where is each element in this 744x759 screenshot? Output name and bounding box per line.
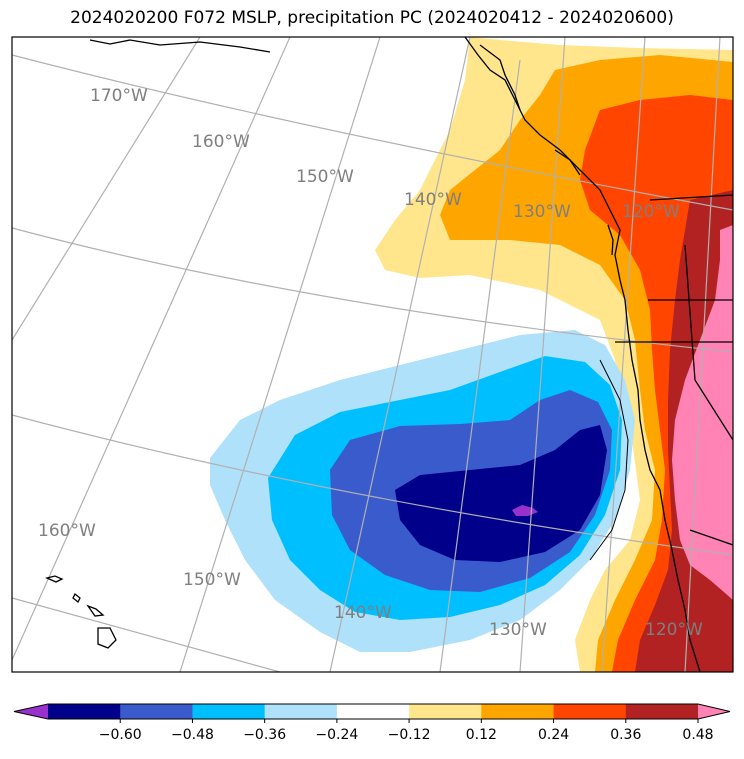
colorbar-tick-label: −0.24 [315,727,358,743]
lon-label-160w: 160°W [192,132,250,152]
map-plot-area: 170°W 160°W 150°W 140°W 130°W 120°W 160°… [12,37,733,672]
hawaii-islands [45,575,117,649]
lon-label-170w: 170°W [90,86,148,106]
colorbar-segment [120,704,193,719]
lon-label-130w-bottom: 130°W [489,620,547,640]
graticule-labels: 170°W 160°W 150°W 140°W 130°W 120°W 160°… [38,86,703,640]
colorbar-tick-label: 0.48 [682,727,713,743]
coastline [89,37,733,672]
colorbar-extend-low [14,704,48,719]
lon-label-120w: 120°W [622,202,680,222]
colorbar-segment [264,704,338,719]
colorbar-segment [625,704,699,719]
colorbar-segment [553,704,627,719]
colorbar: −0.60 −0.48 −0.36 −0.24 −0.12 0.12 0.24 0.36 0.4… [13,703,731,743]
lon-label-140w: 140°W [404,190,462,210]
colorbar-extend-high [698,704,730,719]
colorbar-segment [409,704,482,719]
anomaly-positive-0.60 [672,225,733,600]
lon-label-160w-bottom: 160°W [38,521,96,541]
colorbar-tick-label: 0.36 [610,727,641,743]
colorbar-tick-label: −0.48 [171,727,214,743]
lon-label-150w-bottom: 150°W [183,570,241,590]
lon-label-150w: 150°W [296,167,354,187]
lon-label-120w-bottom: 120°W [645,620,703,640]
graticule-meridians [12,37,721,672]
anomaly-negative-0.48 [395,425,607,562]
colorbar-segment [481,704,555,719]
lon-label-130w: 130°W [513,202,571,222]
colorbar-tick-label: 0.24 [538,727,569,743]
graticule-parallels [12,54,733,672]
colorbar-outline [13,703,731,720]
colorbar-tick-label: −0.36 [243,727,286,743]
colorbar-segment [336,704,410,719]
map-frame [11,36,734,673]
colorbar-tick-label: −0.12 [388,727,431,743]
boundary-line [589,359,629,561]
colorbar-segment [192,704,266,719]
map-title: 2024020200 F072 MSLP, precipitation PC (… [70,8,674,28]
colorbar-tick-label: 0.12 [466,727,497,743]
lon-label-140w-bottom: 140°W [334,603,392,623]
colorbar-tick-label: −0.60 [99,727,142,743]
colorbar-segment [48,704,121,719]
